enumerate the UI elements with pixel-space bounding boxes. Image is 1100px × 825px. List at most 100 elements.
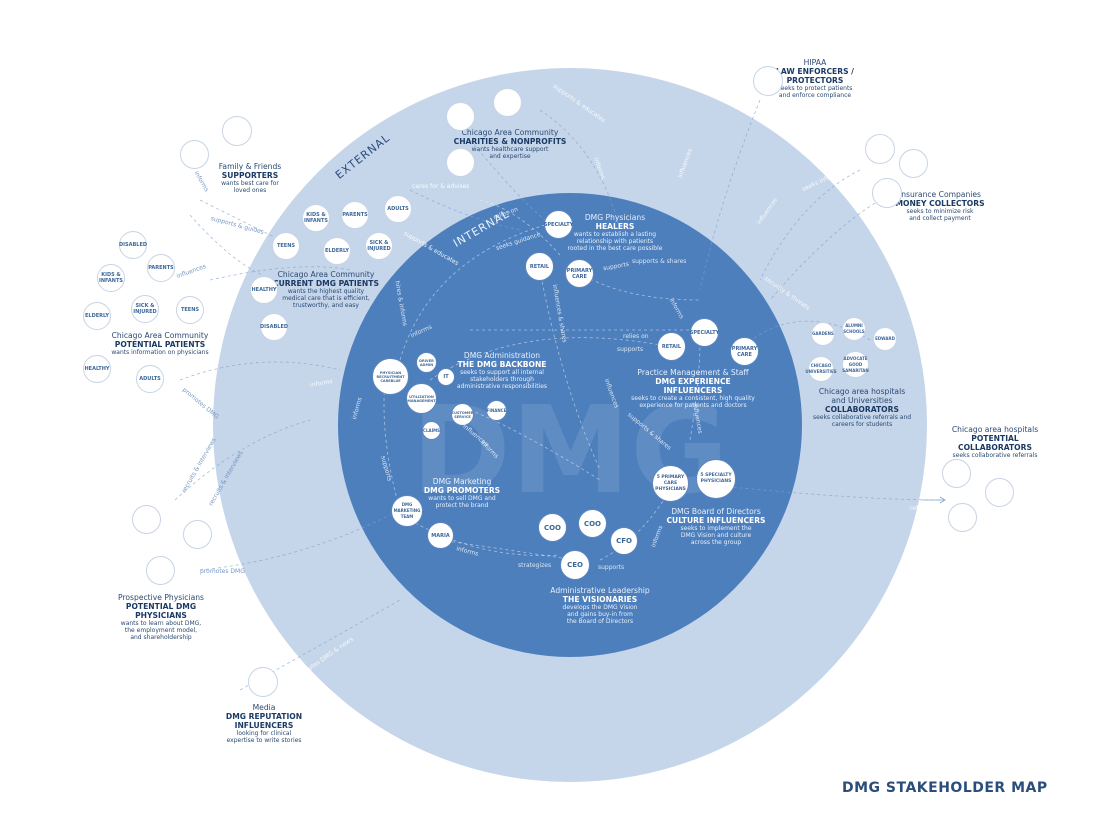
parents-node[interactable]: PARENTS [341,201,369,229]
retail-node[interactable]: RETAIL [657,332,686,361]
kids-infants-node[interactable]: KIDS & INFANTS [302,204,330,232]
potential-collaborator-node[interactable] [948,503,977,532]
parents-node[interactable]: PARENTS [147,254,175,282]
group-description: seeks to minimize risk [906,208,974,215]
customer-service-node[interactable]: CUSTOMER SERVICE [451,403,474,426]
sick-injured-node[interactable]: SICK & INJURED [131,295,159,323]
primary-care-node[interactable]: PRIMARY CARE [730,337,759,366]
group-description: and shareholdership [130,634,192,641]
charity-node[interactable] [493,88,522,117]
cfo-node[interactable]: CFO [610,527,638,555]
alumni-schools-node[interactable]: ALUMNI SCHOOLS [842,317,866,341]
hipaa-node[interactable] [753,66,783,96]
disabled-node[interactable]: DISABLED [119,231,147,259]
insurance-group: Insurance Companies MONEY COLLECTORS see… [880,190,1000,222]
group-description: stakeholders through [470,376,534,383]
group-description: the employment model, [124,627,198,634]
group-description: develops the DMG Vision [562,604,638,611]
internal-circle [338,193,802,657]
healthy-node[interactable]: HEALTHY [83,355,111,383]
group-description: and collect payment [909,215,971,222]
group-description: wants information on physicians [111,349,209,356]
insurance-node[interactable] [872,178,902,208]
prospective-node[interactable] [146,556,175,585]
sick-injured-node[interactable]: SICK & INJURED [365,232,393,260]
group-category: Chicago area hospitals [818,387,906,396]
group-description: rooted in the best care possible [567,245,663,252]
media-node[interactable] [248,667,278,697]
adults-node[interactable]: ADULTS [384,195,412,223]
group-category: Insurance Companies [898,190,982,199]
insurance-node[interactable] [899,149,928,178]
prospective-node[interactable] [132,505,161,534]
prospective-physicians-group: Prospective Physicians POTENTIAL DMG PHY… [100,593,222,641]
gardens-node[interactable]: GARDENS [811,322,835,346]
group-category: Practice Management & Staff [637,368,749,377]
retail-node[interactable]: RETAIL [525,252,554,281]
driver-admin-node[interactable]: DRIVER ADMIN [416,352,437,373]
advocate-node[interactable]: ADVOCATE GOOD SAMARITAN [842,351,869,378]
it-node[interactable]: IT [437,368,455,386]
specialty-node[interactable]: SPECIALTY [544,210,573,239]
adults-node[interactable]: ADULTS [136,365,164,393]
teens-node[interactable]: TEENS [176,296,204,324]
teens-node[interactable]: TEENS [272,232,300,260]
group-description: medical care that is efficient, [282,295,370,302]
healers-group: DMG Physicians HEALERS wants to establis… [560,213,670,252]
charity-node[interactable] [446,102,475,131]
group-description: trustworthy, and easy [293,302,359,309]
primary-care-node[interactable]: PRIMARY CARE [565,259,594,288]
utilization-management-node[interactable]: UTILIZATION MANAGEMENT [406,383,437,414]
potential-collaborator-node[interactable] [942,459,971,488]
edward-node[interactable]: EDWARD [873,327,897,351]
elderly-node[interactable]: ELDERLY [83,302,111,330]
hipaa-group: HIPAA LAW ENFORCERS / PROTECTORS seeks t… [760,58,870,99]
claims-node[interactable]: CLAIMS [422,421,441,440]
experience-group: Practice Management & Staff DMG EXPERIEN… [628,368,758,409]
potential-collaborator-node[interactable] [985,478,1014,507]
group-description: seeks collaborative referrals and [812,414,912,421]
group-role: INFLUENCERS [234,721,294,730]
group-description: seeks to support all internal [460,369,544,376]
group-description: seeks to implement the [680,525,752,532]
group-role: THE DMG BACKBONE [457,360,547,369]
group-category: DMG Marketing [432,477,492,486]
kids-infants-node[interactable]: KIDS & INFANTS [97,264,125,292]
insurance-node[interactable] [865,134,895,164]
relation-label: strategizes [518,562,552,569]
coo-node[interactable]: COO [538,513,567,542]
charity-node[interactable] [446,148,475,177]
specialty-node[interactable]: SPECIALTY [690,318,719,347]
elderly-node[interactable]: ELDERLY [323,237,351,265]
physician-recruitment-node[interactable]: PHYSICIAN RECRUITMENT CAREBLUE [372,358,409,395]
specialty-physicians-node[interactable]: 5 SPECIALTY PHYSICIANS [696,459,736,499]
primary-care-physicians-node[interactable]: 5 PRIMARY CARE PHYSICIANS [652,465,689,502]
coo-node[interactable]: COO [578,509,607,538]
group-category: Media [252,703,276,712]
group-category: Administrative Leadership [550,586,650,595]
relation-label: supports & shares [632,258,687,265]
family-group: Family & Friends SUPPORTERS wants best c… [200,162,300,194]
group-category: DMG Administration [463,351,541,360]
family-node[interactable] [180,140,209,169]
relation-label: cares for & advises [412,183,470,190]
family-node[interactable] [222,116,252,146]
group-description: wants to establish a lasting [573,231,657,238]
current-patients-group: Chicago Area Community CURRENT DMG PATIE… [272,270,380,309]
group-description: relationship with patients [576,238,654,245]
group-description: and gains buy-in from [567,611,633,618]
finance-node[interactable]: FINANCE [486,400,507,421]
marketing-team-node[interactable]: DMG MARKETING TEAM [391,495,423,527]
group-description: wants to learn about DMG, [120,620,202,627]
chicago-universities-node[interactable]: CHICAGO UNIVERSITIES [805,356,837,382]
maria-node[interactable]: MARIA [427,522,454,549]
arrow-head-icon [939,496,946,504]
group-role: DMG EXPERIENCE INFLUENCERS [655,377,731,395]
group-description: wants healthcare support [471,146,549,153]
potential-patients-group: Chicago Area Community POTENTIAL PATIENT… [100,331,220,356]
healthy-node[interactable]: HEALTHY [250,276,278,304]
ceo-node[interactable]: CEO [560,550,590,580]
group-role: DMG PROMOTERS [423,486,501,495]
prospective-node[interactable] [183,520,212,549]
disabled-node[interactable]: DISABLED [260,313,288,341]
